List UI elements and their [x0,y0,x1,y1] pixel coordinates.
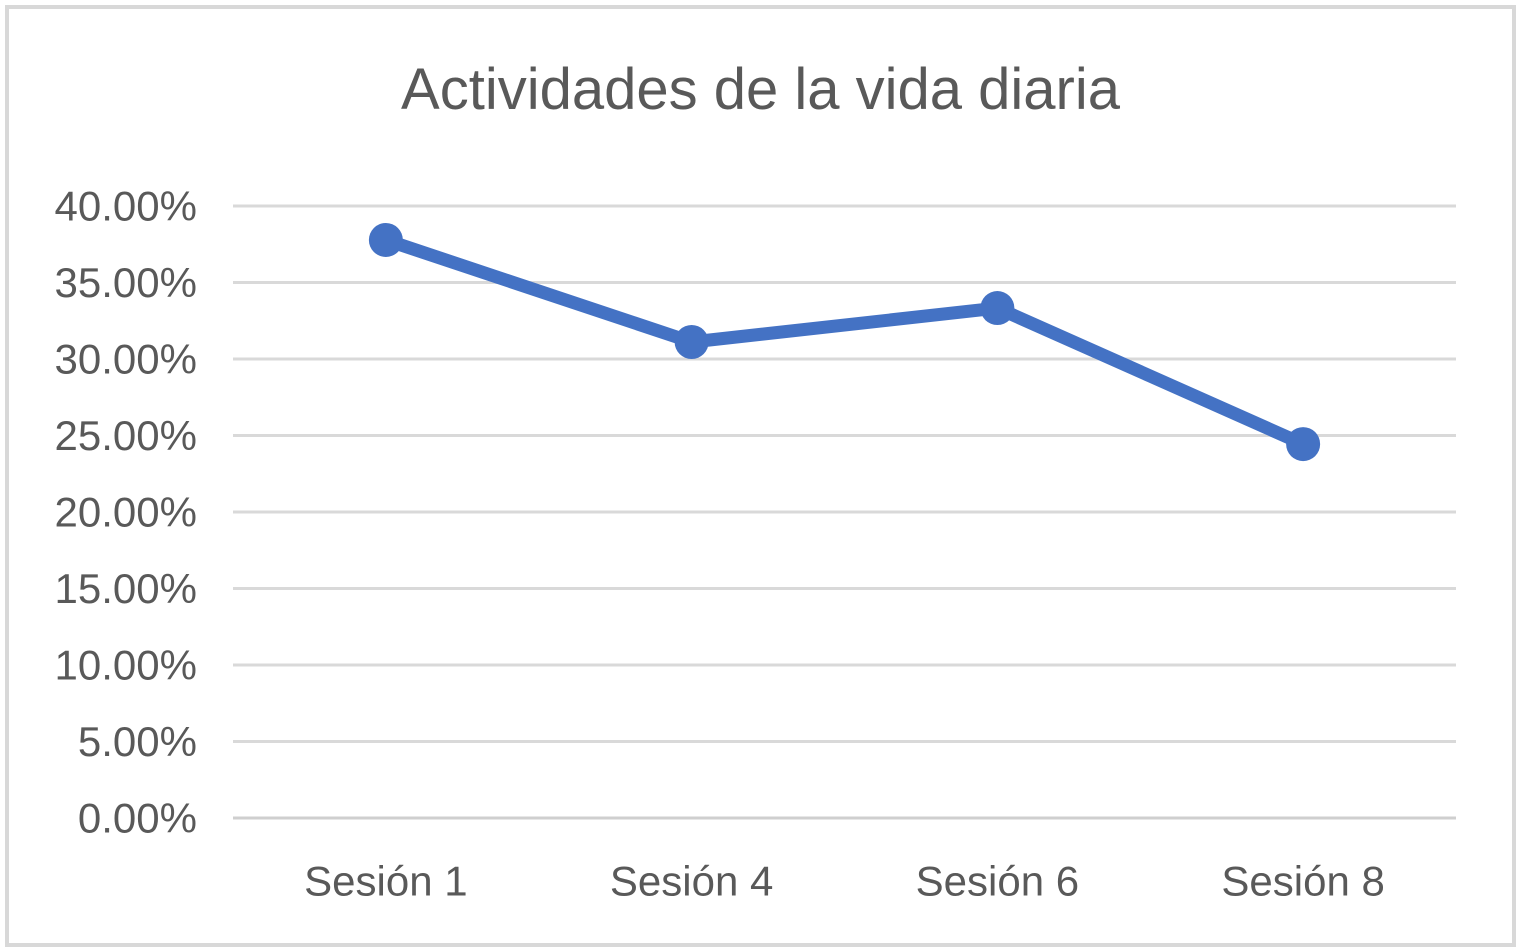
y-axis-tick-label: 5.00% [78,718,197,765]
data-point-marker [368,222,403,257]
x-axis-tick-label: Sesión 6 [916,858,1079,905]
y-axis-tick-label: 10.00% [55,642,197,689]
y-axis-tick-label: 20.00% [55,489,197,536]
data-point-marker [980,291,1015,326]
series-line [379,233,1310,451]
y-axis-tick-label: 0.00% [78,795,197,842]
data-point-marker [674,325,709,360]
x-axis-tick-label: Sesión 8 [1221,858,1384,905]
data-point-marker [1286,427,1321,462]
chart-title: Actividades de la vida diaria [401,57,1120,122]
y-axis-tick-label: 15.00% [55,565,197,612]
y-axis-tick-label: 40.00% [55,183,197,230]
x-axis-tick-label: Sesión 4 [610,858,773,905]
y-axis-tick-label: 30.00% [55,336,197,383]
y-axis-tick-label: 35.00% [55,259,197,306]
y-axis-tick-label: 25.00% [55,412,197,459]
x-axis-tick-label: Sesión 1 [304,858,467,905]
